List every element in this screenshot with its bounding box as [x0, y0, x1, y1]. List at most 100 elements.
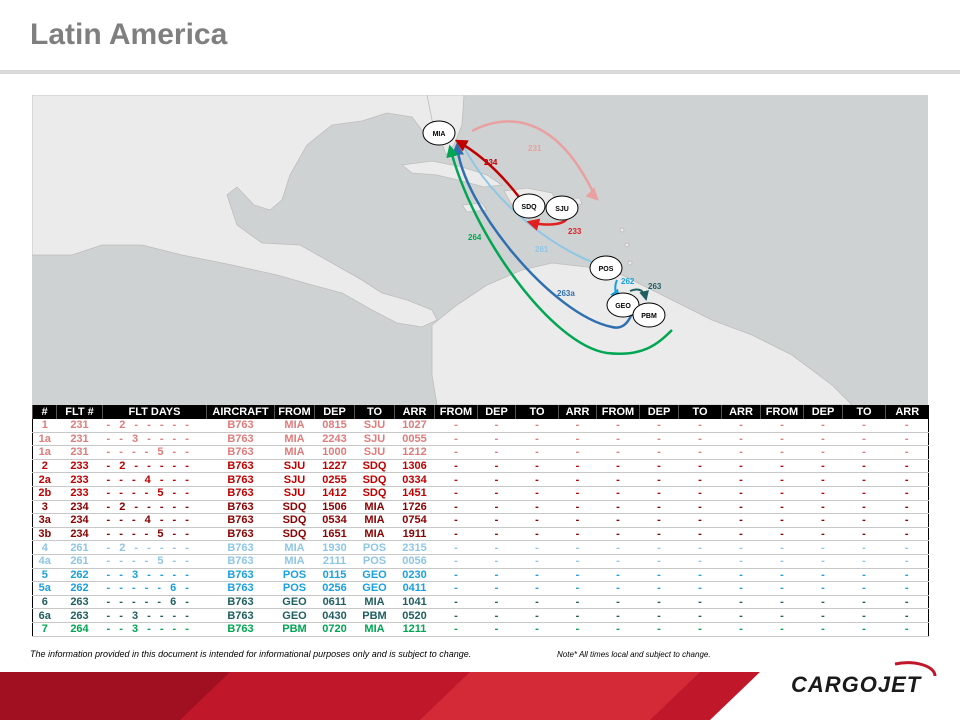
cell-arr: 0334	[394, 472, 435, 487]
cell-from: GEO	[274, 608, 315, 623]
cell-from: SDQ	[274, 527, 315, 542]
cell-flt: 233	[56, 486, 103, 501]
cell-id: 3	[32, 500, 57, 515]
disclaimer-text: The information provided in this documen…	[30, 649, 472, 659]
cell-empty: -	[434, 554, 478, 569]
cell-empty: -	[477, 486, 516, 501]
cell-dep: 0720	[314, 622, 355, 637]
footer-band	[0, 672, 960, 720]
table-row: 3 234- 2 - - - - - B763 SDQ 1506 MIA 1726- - - - -…	[32, 500, 929, 515]
cell-empty: -	[842, 622, 886, 637]
cell-empty: -	[842, 432, 886, 447]
cell-empty: -	[639, 608, 679, 623]
route-label-261: 261	[535, 245, 549, 254]
cell-empty: -	[558, 622, 597, 637]
cell-empty: -	[885, 608, 929, 623]
cell-empty: -	[596, 500, 640, 515]
cell-empty: -	[558, 486, 597, 501]
cell-empty: -	[803, 622, 843, 637]
cell-empty: -	[760, 622, 804, 637]
cell-arr: 0754	[394, 513, 435, 528]
cell-empty: -	[678, 486, 722, 501]
cell-empty: -	[434, 595, 478, 610]
cell-dep: 1506	[314, 500, 355, 515]
column-header: DEP	[803, 405, 843, 419]
cell-empty: -	[558, 554, 597, 569]
cell-flt: 231	[56, 432, 103, 447]
cell-from: SJU	[274, 472, 315, 487]
cell-empty: -	[721, 581, 761, 596]
cell-empty: -	[803, 581, 843, 596]
cell-empty: -	[477, 622, 516, 637]
cell-arr: 1027	[394, 419, 435, 433]
cell-empty: -	[558, 419, 597, 433]
cell-empty: -	[885, 554, 929, 569]
route-label-234: 234	[484, 158, 498, 167]
cell-dep: 0815	[314, 419, 355, 433]
cell-empty: -	[596, 459, 640, 474]
cell-from: SJU	[274, 486, 315, 501]
cell-dep: 0255	[314, 472, 355, 487]
column-header: ARR	[394, 405, 435, 419]
cell-empty: -	[721, 432, 761, 447]
cell-flt: 234	[56, 500, 103, 515]
cell-empty: -	[477, 568, 516, 583]
cell-flt: 261	[56, 554, 103, 569]
cell-empty: -	[678, 540, 722, 555]
cell-empty: -	[803, 540, 843, 555]
cell-dep: 0534	[314, 513, 355, 528]
cell-empty: -	[760, 513, 804, 528]
cell-empty: -	[596, 622, 640, 637]
cell-days: - 2 - - - - -	[102, 419, 207, 433]
table-row: 1a 231- - - - 5 - - B763 MIA 1000 SJU 1212- - - -…	[32, 445, 929, 460]
cell-empty: -	[477, 608, 516, 623]
cell-empty: -	[842, 486, 886, 501]
cell-to: SDQ	[354, 459, 395, 474]
airport-pbm-label: PBM	[641, 313, 657, 320]
cell-empty: -	[477, 459, 516, 474]
cell-empty: -	[596, 608, 640, 623]
cell-to: MIA	[354, 622, 395, 637]
logo-wordmark: CARGOJET	[791, 672, 922, 697]
route-234	[454, 139, 520, 198]
cell-empty: -	[558, 527, 597, 542]
cell-empty: -	[558, 608, 597, 623]
cell-days: - - 3 - - - -	[102, 622, 207, 637]
cell-empty: -	[434, 513, 478, 528]
cell-empty: -	[639, 554, 679, 569]
route-264	[446, 144, 673, 356]
cell-empty: -	[803, 445, 843, 460]
cell-id: 2a	[32, 472, 57, 487]
cell-empty: -	[639, 419, 679, 433]
cell-to: GEO	[354, 568, 395, 583]
cell-empty: -	[842, 581, 886, 596]
column-header: FROM	[596, 405, 640, 419]
cell-arr: 0411	[394, 581, 435, 596]
cell-empty: -	[803, 486, 843, 501]
cell-empty: -	[558, 513, 597, 528]
cell-empty: -	[639, 513, 679, 528]
column-header: AIRCRAFT	[206, 405, 275, 419]
airport-sju: SJU	[545, 195, 579, 221]
cell-empty: -	[842, 568, 886, 583]
cell-empty: -	[639, 581, 679, 596]
cell-days: - - 3 - - - -	[102, 432, 207, 447]
cell-empty: -	[885, 568, 929, 583]
column-header: TO	[515, 405, 559, 419]
route-label-233: 233	[568, 227, 582, 236]
cell-empty: -	[558, 432, 597, 447]
cell-days: - 2 - - - - -	[102, 500, 207, 515]
cell-empty: -	[885, 500, 929, 515]
cell-empty: -	[678, 445, 722, 460]
cell-empty: -	[596, 486, 640, 501]
cell-empty: -	[678, 500, 722, 515]
cell-from: POS	[274, 581, 315, 596]
route-label-264: 264	[468, 233, 482, 242]
cell-empty: -	[515, 486, 559, 501]
cell-flt: 234	[56, 513, 103, 528]
cargojet-logo: CARGOJET	[791, 661, 937, 697]
column-header: ARR	[885, 405, 929, 419]
airport-pbm: PBM	[632, 302, 666, 328]
island	[627, 260, 633, 266]
cell-days: - - - 4 - - -	[102, 513, 207, 528]
